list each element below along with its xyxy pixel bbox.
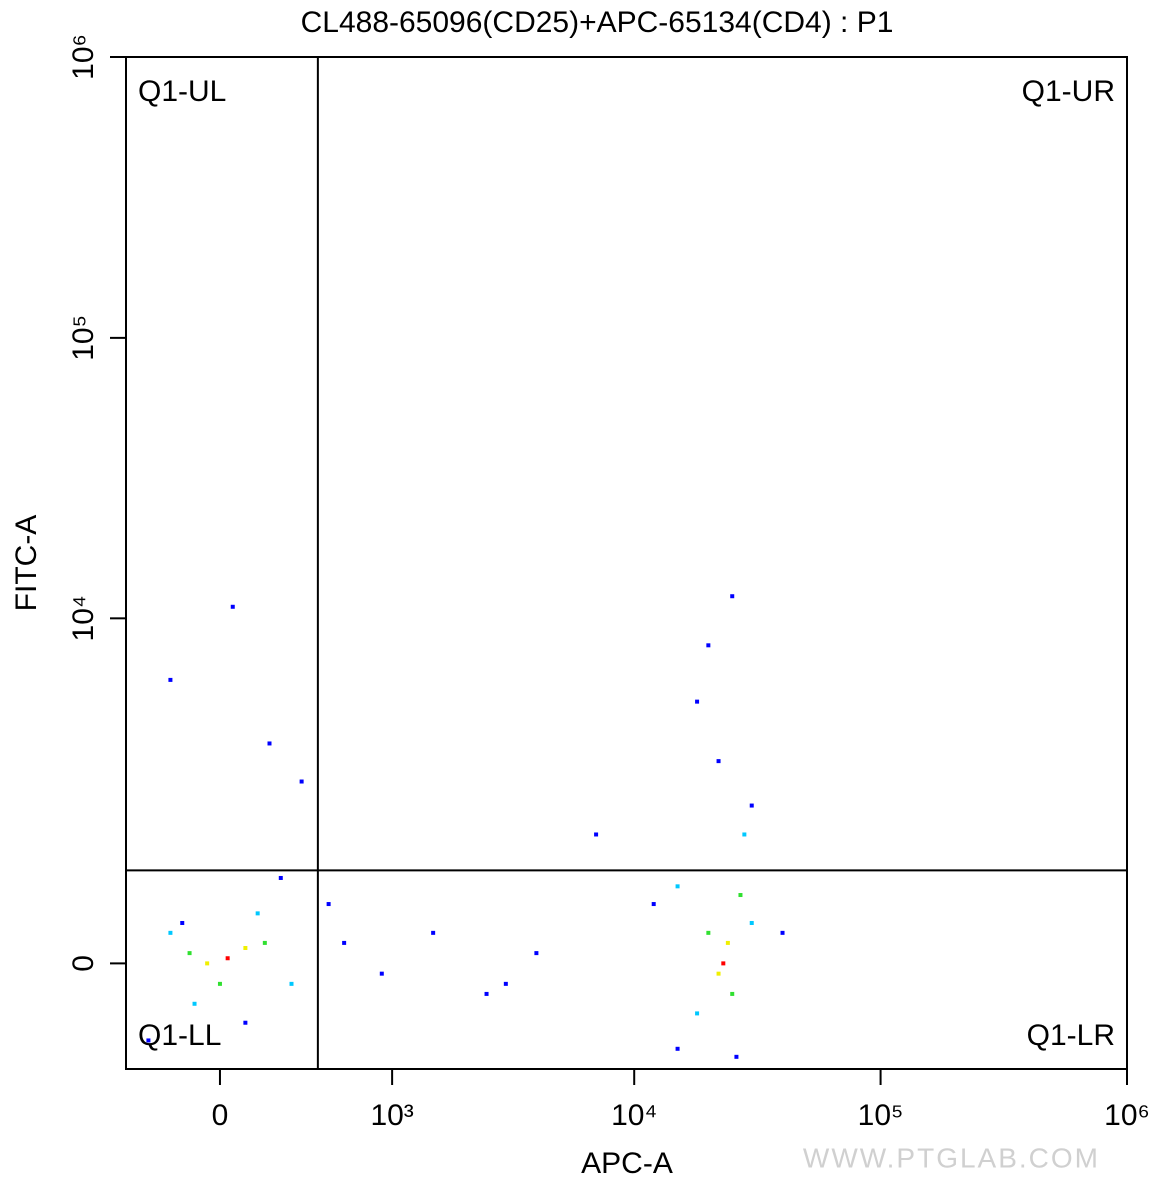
data-point: [738, 893, 743, 898]
data-point: [192, 1001, 197, 1006]
quadrant-label: Q1-UR: [1022, 75, 1115, 108]
x-tick-label: 10⁶: [1104, 1099, 1150, 1132]
data-point: [187, 951, 192, 956]
quadrant-label: Q1-UL: [138, 75, 226, 108]
data-point: [706, 930, 711, 935]
data-point: [168, 930, 173, 935]
data-point: [534, 951, 539, 956]
data-point: [255, 911, 260, 916]
data-point: [503, 981, 508, 986]
y-tick-label: 10⁵: [67, 315, 100, 361]
data-point: [299, 779, 304, 784]
data-point: [594, 832, 599, 837]
data-point: [289, 981, 294, 986]
data-point: [342, 940, 347, 945]
x-axis-label: APC-A: [581, 1147, 673, 1180]
data-point: [695, 699, 700, 704]
data-point: [721, 961, 726, 966]
data-point: [675, 1046, 680, 1051]
data-point: [243, 945, 248, 950]
data-point: [730, 991, 735, 996]
data-point: [716, 971, 721, 976]
data-point: [780, 930, 785, 935]
plot-frame: [125, 56, 1128, 1070]
data-point: [431, 930, 436, 935]
quadrant-label: Q1-LL: [138, 1019, 221, 1052]
quadrant-label: Q1-LR: [1027, 1019, 1115, 1052]
data-point: [180, 920, 185, 925]
watermark: WWW.PTGLAB.COM: [803, 1142, 1100, 1173]
data-point: [651, 902, 656, 907]
data-point: [730, 594, 735, 599]
data-point: [695, 1011, 700, 1016]
data-point: [734, 1054, 739, 1059]
data-point: [716, 759, 721, 764]
data-point: [205, 961, 210, 966]
data-point: [706, 643, 711, 648]
data-point: [484, 991, 489, 996]
y-tick-label: 10⁶: [67, 34, 100, 80]
data-point: [749, 803, 754, 808]
x-tick-label: 10⁵: [858, 1099, 904, 1132]
x-tick-label: 10⁴: [611, 1099, 657, 1132]
data-point: [326, 902, 331, 907]
data-point: [675, 884, 680, 889]
data-point: [742, 832, 747, 837]
y-tick-label: 0: [67, 955, 100, 972]
data-point: [267, 741, 272, 746]
data-point: [725, 940, 730, 945]
data-point: [225, 956, 230, 961]
data-point: [168, 677, 173, 682]
data-point: [217, 981, 222, 986]
data-point: [243, 1020, 248, 1025]
y-axis-label: FITC-A: [10, 515, 43, 612]
x-tick-label: 0: [212, 1099, 229, 1132]
data-point: [278, 875, 283, 880]
data-point: [749, 920, 754, 925]
y-tick-label: 10⁴: [67, 595, 100, 641]
data-point: [379, 971, 384, 976]
data-point: [230, 604, 235, 609]
data-point: [146, 1038, 151, 1043]
chart-title: CL488-65096(CD25)+APC-65134(CD4) : P1: [301, 6, 894, 39]
x-tick-label: 10³: [370, 1099, 413, 1132]
data-point: [262, 940, 267, 945]
